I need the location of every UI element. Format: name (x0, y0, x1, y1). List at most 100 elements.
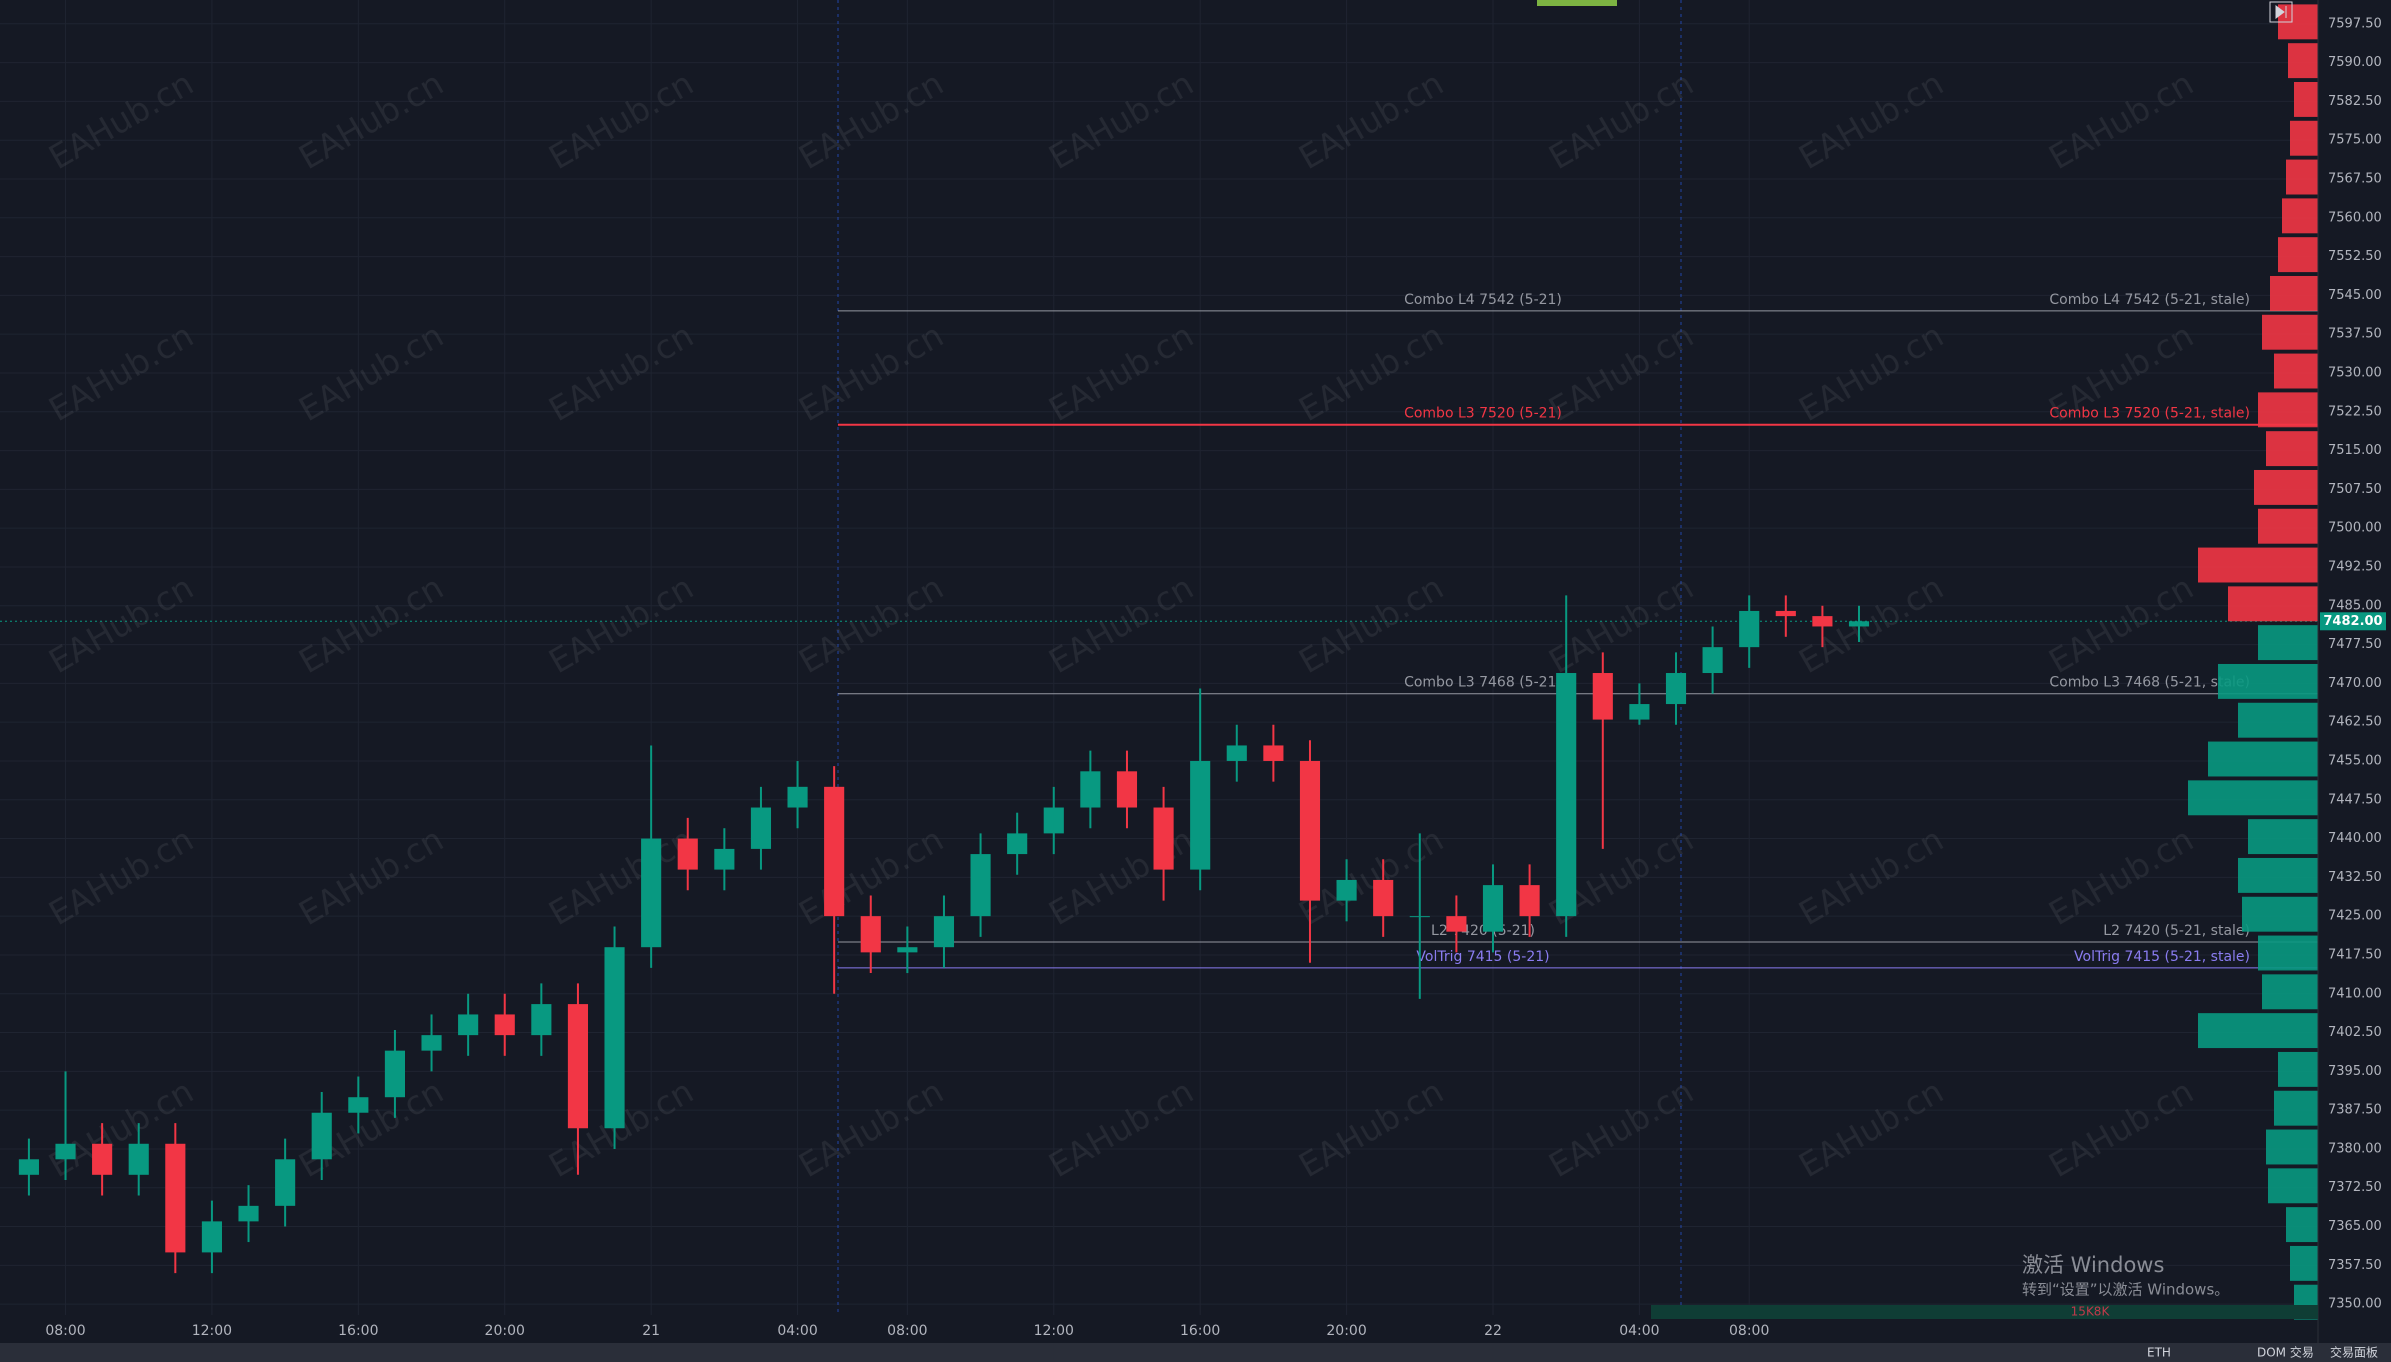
candle-body (384, 1050, 406, 1098)
profile-bar (2218, 663, 2318, 699)
candle-body (421, 1035, 442, 1051)
x-tick-label: 16:00 (338, 1323, 378, 1339)
os-notice-title: 激活 Windows (2022, 1253, 2164, 1277)
volume-profile (2188, 4, 2318, 1320)
candle-body (1812, 616, 1833, 627)
x-tick-label: 22 (1484, 1323, 1502, 1339)
x-tick-label: 08:00 (887, 1323, 927, 1339)
candle-body (531, 1004, 552, 1036)
y-tick-label: 7425.00 (2328, 909, 2382, 924)
y-tick-label: 7402.50 (2328, 1025, 2382, 1040)
y-tick-label: 7477.50 (2328, 637, 2382, 652)
profile-bar (2266, 431, 2318, 467)
candle-body (55, 1143, 76, 1160)
level-right-label: VolTrig 7415 (5-21, stale) (2074, 949, 2250, 965)
candle-body (1629, 704, 1650, 720)
profile-bar (2198, 547, 2318, 583)
candle-body (1519, 885, 1540, 917)
levels: Combo L4 7542 (5-21) Combo L4 7542 (5-21,… (0, 292, 2318, 969)
profile-bar (2262, 314, 2318, 350)
candle-body (1775, 610, 1796, 617)
y-tick-label: 7582.50 (2328, 94, 2382, 109)
candle-body (1482, 885, 1504, 932)
y-tick-label: 7350.00 (2328, 1297, 2382, 1312)
top-indicator (1537, 0, 1617, 6)
y-tick-label: 7455.00 (2328, 753, 2382, 768)
level-right-label: Combo L3 7468 (5-21, stale) (2049, 675, 2250, 691)
profile-bar (2238, 702, 2318, 738)
dom-button[interactable]: DOM 交易 (2257, 1345, 2314, 1360)
profile-bar (2268, 1168, 2318, 1204)
candle-body (860, 916, 881, 953)
icon-button[interactable] (2269, 1, 2293, 23)
candle-body (128, 1143, 149, 1175)
profile-bar (2248, 819, 2318, 855)
candle-body (677, 838, 698, 870)
symbol-button[interactable]: ETH (2147, 1346, 2171, 1360)
candle-body (18, 1159, 39, 1175)
profile-bar (2282, 198, 2318, 234)
profile-bar (2290, 120, 2318, 156)
y-tick-label: 7432.50 (2328, 870, 2382, 885)
y-tick-label: 7417.50 (2328, 947, 2382, 962)
y-tick-label: 7395.00 (2328, 1064, 2382, 1079)
y-tick-label: 7485.00 (2328, 598, 2382, 613)
profile-bar (2278, 237, 2318, 273)
profile-bar (2294, 81, 2318, 117)
candle-body (1665, 673, 1687, 705)
candle-body (1153, 807, 1174, 870)
candle-body (1409, 916, 1430, 918)
candle-body (92, 1143, 113, 1175)
candle-body (1190, 760, 1211, 870)
profile-bar (2286, 159, 2318, 195)
level-right-label: L2 7420 (5-21, stale) (2103, 923, 2250, 939)
level-right-label: Combo L3 7520 (5-21, stale) (2049, 406, 2250, 422)
y-tick-label: 7537.50 (2328, 327, 2382, 342)
candle-body (1299, 760, 1321, 901)
y-tick-label: 7567.50 (2328, 171, 2382, 186)
level-label: Combo L3 7468 (5-21) (1404, 675, 1562, 691)
volume-strip (1651, 1305, 2318, 1319)
candle-body (494, 1014, 515, 1036)
candle-body (1592, 673, 1613, 720)
volume-label: 15K8K (2071, 1305, 2111, 1319)
candle-body (1739, 610, 1760, 648)
candle-body (933, 916, 955, 948)
candle-body (348, 1097, 369, 1113)
profile-bar (2242, 896, 2318, 932)
candle-body (1848, 621, 1870, 627)
candle-body (1556, 673, 1577, 917)
y-tick-label: 7462.50 (2328, 715, 2382, 730)
profile-bar (2274, 353, 2318, 389)
profile-bar (2238, 857, 2318, 893)
y-tick-label: 7500.00 (2328, 521, 2382, 536)
candle-body (824, 786, 845, 917)
candle-body (1116, 771, 1138, 808)
candle-body (1007, 833, 1028, 855)
candle-body (1702, 647, 1723, 674)
x-tick-label: 21 (642, 1323, 660, 1339)
y-tick-label: 7387.50 (2328, 1103, 2382, 1118)
profile-bar (2254, 469, 2318, 505)
panel-button[interactable]: 交易面板 (2330, 1345, 2378, 1360)
profile-bar (2266, 1129, 2318, 1165)
candle-body (275, 1159, 296, 1206)
y-tick-label: 7410.00 (2328, 986, 2382, 1001)
candle-body (238, 1205, 259, 1222)
profile-bar (2188, 780, 2318, 816)
profile-bar (2258, 625, 2318, 661)
candle-body (1043, 807, 1064, 834)
y-tick-label: 7597.50 (2328, 16, 2382, 31)
profile-bar (2262, 974, 2318, 1010)
candle-body (1080, 771, 1101, 808)
candle-body (714, 848, 735, 870)
y-tick-label: 7560.00 (2328, 210, 2382, 225)
candle-body (458, 1014, 479, 1036)
candle-body (897, 947, 918, 953)
x-tick-label: 16:00 (1180, 1323, 1220, 1339)
y-tick-label: 7575.00 (2328, 133, 2382, 148)
y-tick-label: 7507.50 (2328, 482, 2382, 497)
x-tick-label: 12:00 (1034, 1323, 1074, 1339)
